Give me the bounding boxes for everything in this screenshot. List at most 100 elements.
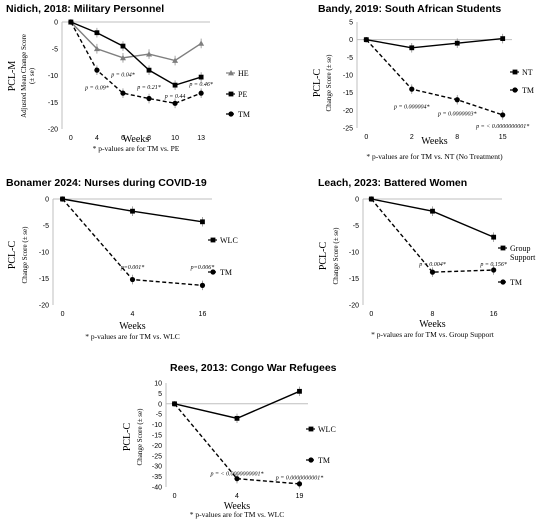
data-point-tm xyxy=(429,269,436,275)
data-point-group-support xyxy=(491,234,497,240)
data-point-he xyxy=(172,57,179,63)
p-value-annotation: p=0.006* xyxy=(190,265,215,271)
data-point-tm xyxy=(94,67,100,73)
data-point-tm xyxy=(454,97,460,103)
legend-label: TM xyxy=(522,86,534,95)
y-tick-label: -30 xyxy=(152,464,162,471)
p-value-annotation: p = 0.44 xyxy=(164,93,186,100)
chart-title: Bonamer 2024: Nurses during COVID-19 xyxy=(6,177,207,189)
y-tick-label: -20 xyxy=(343,108,353,115)
x-axis-label: Weeks xyxy=(119,321,146,332)
y-axis-label: PCL-C xyxy=(312,69,323,98)
y-axis-label: PCL-C xyxy=(318,242,329,271)
y-axis-sublabel: Change Score (± se) xyxy=(325,54,333,112)
legend-label: TM xyxy=(318,456,330,465)
p-value-annotation: p = 0.21* xyxy=(136,85,161,91)
chart-title: Bandy, 2019: South African Students xyxy=(318,3,501,15)
series-line-tm xyxy=(70,21,202,105)
y-tick-label: 0 xyxy=(355,197,359,204)
data-point-pe xyxy=(146,67,152,73)
x-axis-label: Weeks xyxy=(419,319,446,330)
p-value-annotation: p = < 0.0000000001* xyxy=(475,124,529,130)
footnote: * p-values are for TM vs. PE xyxy=(93,144,180,153)
y-tick-label: -5 xyxy=(347,55,353,62)
y-tick-label: -25 xyxy=(343,126,353,133)
x-tick-label: 6 xyxy=(121,135,125,142)
p-value-annotation: p = 0.004* xyxy=(418,261,446,268)
chart-panel-1: Nidich, 2018: Military Personnel 0 -5 -10 -1… xyxy=(6,3,250,153)
x-tick-label: 8 xyxy=(147,135,151,142)
data-point-tm xyxy=(500,112,506,118)
legend-marker xyxy=(500,279,506,285)
y-tick-label: -10 xyxy=(39,250,49,257)
y-tick-label: -10 xyxy=(343,73,353,80)
data-point-tm xyxy=(491,267,497,273)
p-value-annotation: p = 0.156* xyxy=(479,262,507,268)
x-tick-label: 8 xyxy=(455,134,459,141)
y-tick-label: -20 xyxy=(48,127,58,134)
series-line-he xyxy=(70,21,202,62)
data-point-tm xyxy=(59,196,66,202)
y-axis-sublabel: Adjusted Mean Change Score xyxy=(20,34,28,118)
legend-marker xyxy=(512,69,518,75)
p-value-annotation: p = 0.0000000001* xyxy=(275,476,324,482)
chart-title: Nidich, 2018: Military Personnel xyxy=(6,3,164,15)
series-line-nt xyxy=(366,37,503,49)
y-tick-label: -5 xyxy=(353,223,359,230)
y-axis-label: PCL-C xyxy=(7,241,18,270)
legend-label: NT xyxy=(522,68,533,77)
y-tick-label: 5 xyxy=(349,20,353,27)
x-axis-label: Weeks xyxy=(421,136,448,147)
x-tick-label: 0 xyxy=(364,134,368,141)
y-tick-label: -40 xyxy=(152,485,162,492)
data-point-he xyxy=(198,40,205,46)
legend-label: WLC xyxy=(318,425,336,434)
x-tick-label: 15 xyxy=(499,134,507,141)
x-tick-label: 4 xyxy=(95,135,99,142)
data-point-he xyxy=(93,45,100,52)
data-point-pe xyxy=(172,82,178,88)
data-point-wlc xyxy=(130,208,135,214)
legend-label: PE xyxy=(238,90,247,99)
x-tick-label: 8 xyxy=(431,311,435,318)
x-tick-label: 19 xyxy=(296,493,304,500)
y-tick-label: -20 xyxy=(39,303,49,310)
y-tick-label: -20 xyxy=(152,443,162,450)
legend-label: WLC xyxy=(220,236,238,245)
y-axis-label: PCL-C xyxy=(122,423,133,452)
y-tick-label: 0 xyxy=(349,37,353,44)
y-tick-label: 10 xyxy=(154,381,162,388)
p-value-annotation: p = 0.09* xyxy=(84,85,109,91)
legend-label: TM xyxy=(220,268,232,277)
data-point-tm xyxy=(234,476,240,482)
data-point-tm xyxy=(198,90,204,96)
p-value-annotation: p=0.001* xyxy=(120,265,145,271)
legend-marker xyxy=(228,91,234,97)
y-axis-sublabel: Change Score (± se) xyxy=(21,226,29,284)
x-tick-label: 16 xyxy=(199,311,207,318)
data-point-pe xyxy=(198,74,204,80)
data-point-wlc xyxy=(200,219,205,225)
y-tick-label: -25 xyxy=(152,453,162,460)
legend-marker xyxy=(308,457,314,463)
data-point-tm xyxy=(409,86,415,92)
y-tick-label: -10 xyxy=(349,250,359,257)
x-tick-label: 0 xyxy=(61,311,65,318)
legend-label: TM xyxy=(238,110,250,119)
footnote: * p-values are for TM vs. Group Support xyxy=(371,330,495,339)
y-tick-label: -5 xyxy=(43,223,49,230)
y-tick-label: -5 xyxy=(52,46,58,53)
data-point-tm xyxy=(199,282,206,288)
y-tick-label: -10 xyxy=(48,73,58,80)
chart-panel-2: Bandy, 2019: South African Students 5 0 -5 -… xyxy=(312,3,534,161)
y-tick-label: -20 xyxy=(349,303,359,310)
chart-panel-4: Leach, 2023: Battered Women 0 -5 -10 -15 -20 0… xyxy=(318,177,536,339)
p-value-annotation: p = < 0.0000000001* xyxy=(209,472,263,478)
y-axis-sublabel: Change Score (± se) xyxy=(136,408,144,466)
legend-label-cont: Support xyxy=(510,253,536,262)
data-point-tm xyxy=(172,100,178,106)
x-tick-label: 0 xyxy=(69,135,73,142)
p-value-annotation: p = 0.0000003* xyxy=(437,112,477,118)
data-point-pe xyxy=(120,43,126,49)
y-tick-label: 0 xyxy=(45,197,49,204)
